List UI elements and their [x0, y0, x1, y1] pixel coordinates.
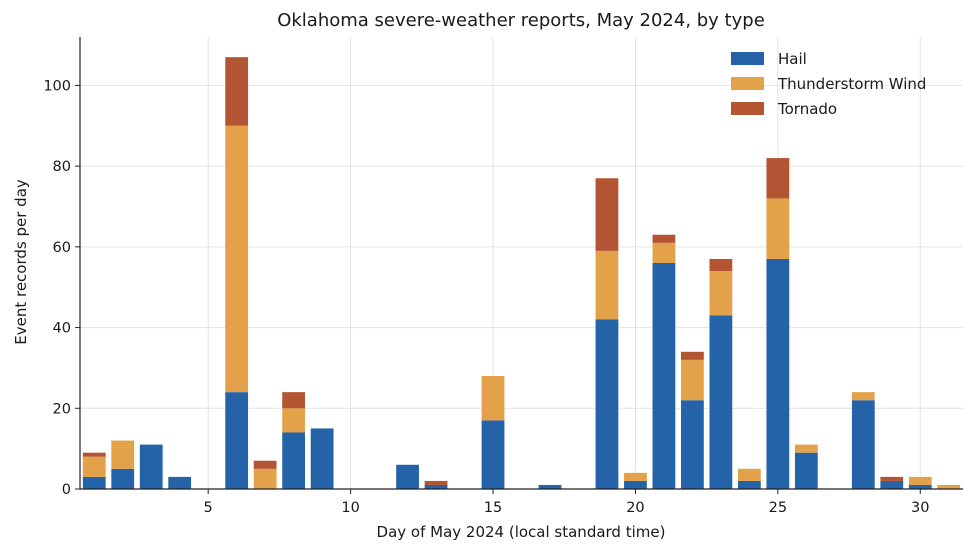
bar-tornado-day-25	[766, 158, 790, 199]
x-tick-label: 30	[911, 500, 929, 516]
bar-hail-day-3	[139, 444, 163, 489]
bar-hail-day-26	[794, 452, 818, 489]
bar-thunderstorm-wind-day-1	[82, 456, 106, 477]
bar-tornado-day-21	[652, 234, 676, 243]
chart-title: Oklahoma severe-weather reports, May 202…	[277, 10, 765, 31]
y-tick-label: 40	[53, 321, 71, 337]
bar-hail-day-4	[168, 476, 192, 489]
bar-thunderstorm-wind-day-30	[908, 476, 932, 485]
bar-thunderstorm-wind-day-8	[282, 408, 306, 433]
bar-thunderstorm-wind-day-2	[111, 440, 135, 469]
y-tick-label: 100	[43, 78, 71, 94]
bar-thunderstorm-wind-day-19	[595, 250, 619, 320]
bar-thunderstorm-wind-day-31	[937, 484, 961, 489]
legend-swatch-hail	[731, 52, 764, 65]
bar-tornado-day-22	[681, 351, 704, 360]
bar-thunderstorm-wind-day-24	[737, 468, 761, 481]
bar-tornado-day-1	[82, 452, 106, 457]
bar-hail-day-9	[310, 428, 334, 489]
bar-thunderstorm-wind-day-26	[794, 444, 818, 453]
y-tick-label: 20	[53, 401, 71, 417]
bar-hail-day-23	[709, 315, 733, 489]
bar-tornado-day-19	[595, 178, 619, 251]
bar-thunderstorm-wind-day-20	[624, 472, 647, 481]
bar-thunderstorm-wind-day-21	[652, 242, 676, 263]
y-tick-label: 0	[62, 482, 71, 498]
x-tick-label: 10	[341, 500, 359, 516]
legend: Hail Thunderstorm Wind Tornado	[731, 50, 926, 118]
bar-hail-day-12	[396, 464, 419, 489]
bar-hail-day-25	[766, 258, 790, 489]
legend-label-hail: Hail	[778, 50, 807, 68]
bar-thunderstorm-wind-day-23	[709, 271, 733, 316]
bar-tornado-day-7	[253, 460, 277, 469]
bar-hail-day-20	[624, 480, 647, 489]
bar-hail-day-2	[111, 468, 135, 489]
bar-thunderstorm-wind-day-28	[851, 392, 875, 401]
bar-hail-day-24	[737, 480, 761, 489]
bar-hail-day-21	[652, 263, 676, 489]
x-tick-label: 5	[204, 500, 213, 516]
ticks-layer: 0 20 40 60 80 100 5 10 15 20 25 30	[43, 78, 929, 516]
legend-swatch-tornado	[731, 102, 764, 115]
bar-thunderstorm-wind-day-25	[766, 198, 790, 259]
bar-thunderstorm-wind-day-7	[253, 468, 277, 489]
bar-tornado-day-6	[225, 57, 249, 126]
bar-thunderstorm-wind-day-6	[225, 125, 249, 393]
y-tick-label: 80	[53, 159, 71, 175]
bar-hail-day-22	[681, 400, 704, 489]
bar-hail-day-30	[908, 484, 932, 489]
bar-tornado-day-13	[424, 480, 448, 485]
bar-thunderstorm-wind-day-15	[481, 376, 505, 421]
bar-hail-day-28	[851, 400, 875, 489]
axes-layer	[79, 37, 963, 490]
y-tick-label: 60	[53, 240, 71, 256]
legend-label-thunderstorm-wind: Thunderstorm Wind	[777, 75, 926, 93]
bar-hail-day-15	[481, 420, 505, 489]
x-tick-label: 15	[484, 500, 502, 516]
bar-tornado-day-8	[282, 392, 306, 409]
x-tick-label: 20	[626, 500, 644, 516]
bar-hail-day-1	[82, 476, 106, 489]
x-axis-label: Day of May 2024 (local standard time)	[377, 523, 666, 541]
bar-hail-day-6	[225, 392, 249, 489]
x-tick-label: 25	[769, 500, 787, 516]
bar-hail-day-8	[282, 432, 306, 489]
bar-hail-day-19	[595, 319, 619, 489]
y-axis-label: Event records per day	[12, 179, 30, 345]
bar-thunderstorm-wind-day-22	[681, 359, 704, 401]
bar-hail-day-13	[424, 484, 448, 489]
bar-hail-day-17	[538, 484, 562, 489]
bars-layer	[82, 57, 961, 489]
legend-label-tornado: Tornado	[777, 100, 837, 118]
legend-swatch-thunderstorm-wind	[731, 77, 764, 90]
bar-hail-day-29	[880, 480, 904, 489]
bar-tornado-day-29	[880, 476, 904, 481]
bar-tornado-day-23	[709, 258, 733, 272]
